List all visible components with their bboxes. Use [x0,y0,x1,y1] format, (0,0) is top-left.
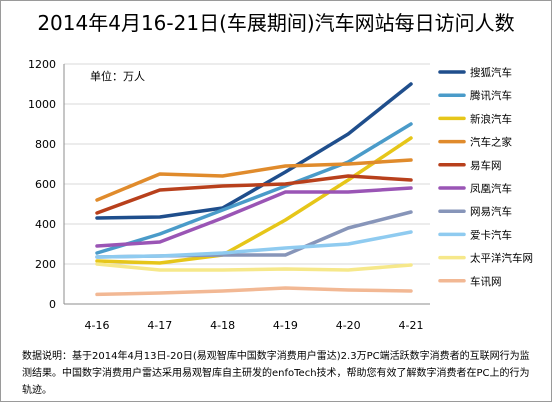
series-line [95,186,413,248]
series-line [95,174,413,215]
legend-label: 易车网 [470,159,502,172]
series-lines [95,82,413,297]
x-tick-label: 4-18 [210,319,235,332]
x-tick-label: 4-19 [273,319,298,332]
series-line [95,82,413,220]
series-line [95,158,413,202]
legend-label: 网易汽车 [470,205,512,218]
footnote: 数据说明：基于2014年4月13日-20日(易观智库中国数字消费用户雷达)2.3… [22,351,530,396]
y-tick-label: 600 [35,178,56,191]
legend-label: 腾讯汽车 [470,89,512,102]
series-line [95,230,413,259]
legend-label: 汽车之家 [470,136,512,149]
legend-label: 太平洋汽车网 [470,252,533,265]
legend-label: 爱卡汽车 [470,228,512,241]
series-line [95,262,413,272]
legend-label: 车讯网 [470,275,502,288]
y-tick-label: 400 [35,218,56,231]
y-tick-label: 0 [49,298,56,311]
legend-label: 新浪汽车 [470,112,512,125]
y-tick-label: 1000 [28,98,56,111]
legend-label: 凤凰汽车 [470,182,512,195]
x-tick-label: 4-21 [399,319,424,332]
legend-label: 搜狐汽车 [470,66,512,79]
x-tick-label: 4-16 [85,319,110,332]
y-tick-label: 800 [35,138,56,151]
chart-title: 2014年4月16-21日(车展期间)汽车网站每日访问人数 [37,11,515,35]
series-line [95,122,413,255]
series-line [95,136,413,265]
y-tick-label: 1200 [28,58,56,71]
x-tick-label: 4-20 [336,319,361,332]
x-tick-label: 4-17 [147,319,172,332]
y-tick-label: 200 [35,258,56,271]
unit-label: 单位：万人 [90,69,145,83]
axes: 0 200 400 600 800 1000 1200 4-16 4-17 4-18 4-19 4-2… [28,58,430,332]
series-line [95,286,413,297]
